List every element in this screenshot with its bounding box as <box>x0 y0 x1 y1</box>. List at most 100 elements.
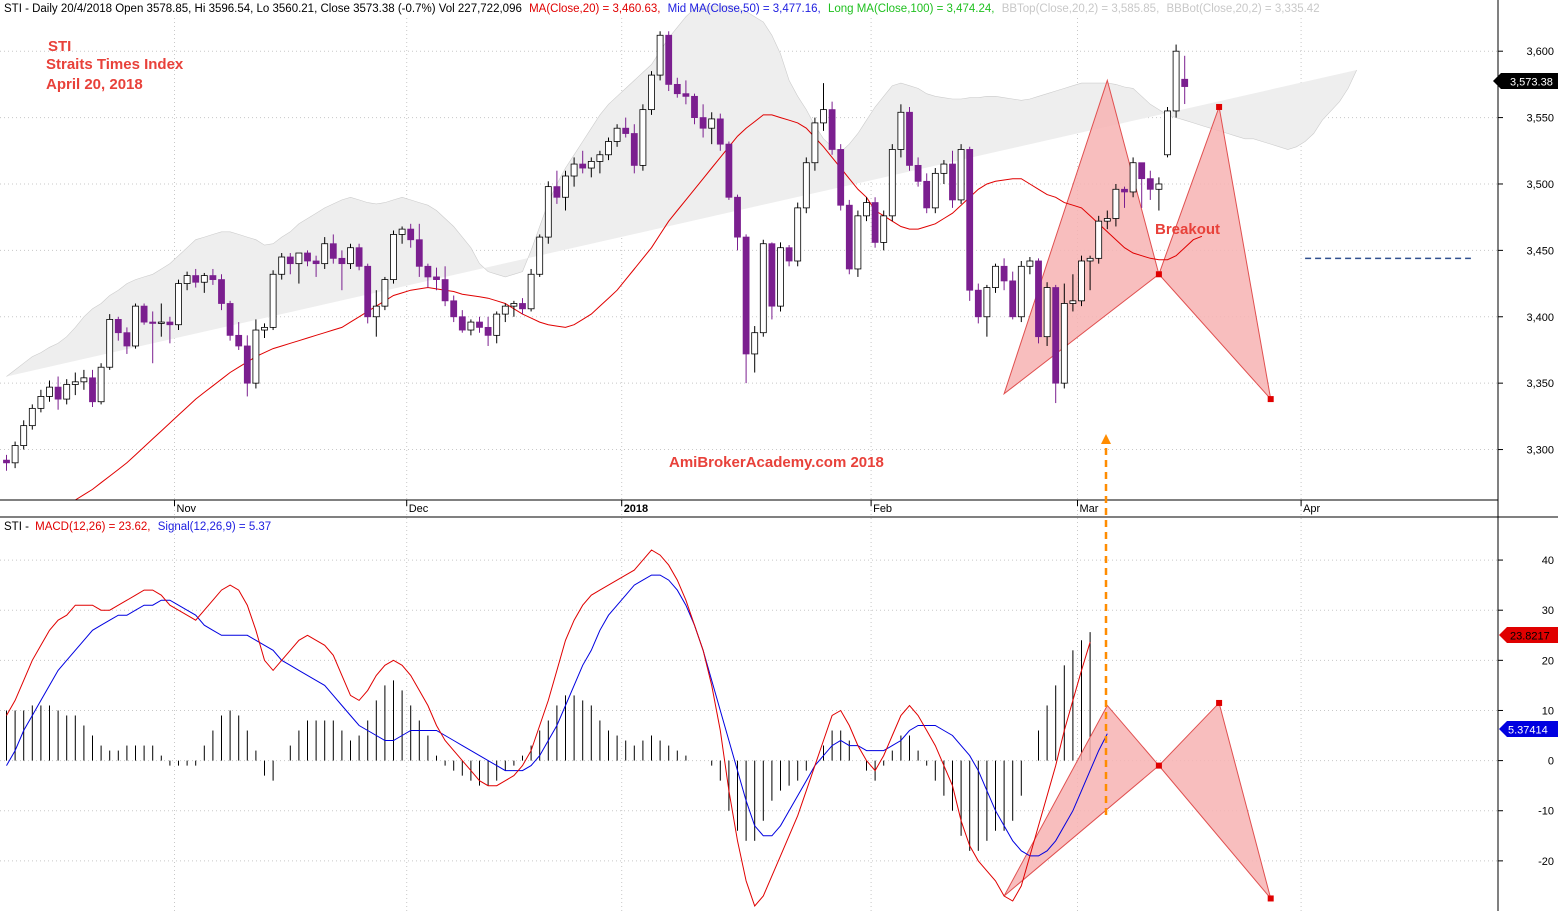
pattern-point <box>1216 103 1223 110</box>
candle-body <box>1095 220 1103 259</box>
candle-body <box>1181 78 1189 87</box>
price-header: STI - Daily 20/4/2018 Open 3578.85, Hi 3… <box>4 3 1320 15</box>
candle-body <box>579 163 587 169</box>
candle-body <box>166 321 174 326</box>
candle-body <box>71 381 79 385</box>
candle-body <box>630 133 638 166</box>
candle-body <box>209 275 217 280</box>
candle-body <box>312 260 320 265</box>
candle-body <box>725 143 733 198</box>
candle-body <box>544 186 552 238</box>
candle-body <box>441 279 449 302</box>
ma20-line <box>75 114 1203 501</box>
candle-body <box>794 207 802 262</box>
candle-body <box>398 228 406 235</box>
candle-body <box>261 326 268 331</box>
macd-value-tag: 23.8217 <box>1499 627 1558 643</box>
pattern-point <box>1267 396 1274 403</box>
candle-body <box>553 186 561 198</box>
candle-body <box>923 180 931 209</box>
candle-body <box>931 172 939 209</box>
candle-body <box>605 141 612 156</box>
x-tick-label: Dec <box>409 503 429 515</box>
title-annotation: STI Straits Times Index April 20, 2018 <box>46 38 184 93</box>
candle-body <box>1172 50 1180 112</box>
candle-body <box>183 275 191 284</box>
candle-body <box>613 127 621 142</box>
candle-body <box>381 279 389 307</box>
pattern-point <box>1155 271 1162 278</box>
candle-body <box>1078 260 1085 302</box>
ma20-label: MA(Close,20) = 3,460.63, <box>529 3 660 15</box>
macd-header-prefix: STI - <box>4 521 29 533</box>
candle-body <box>235 334 243 347</box>
price-tick-label: 3,500 <box>1526 179 1554 191</box>
candle-body <box>20 425 28 446</box>
candle-body <box>243 345 251 384</box>
candle-body <box>622 127 630 134</box>
candle-body <box>682 93 690 97</box>
candle-body <box>1035 260 1042 338</box>
candle-body <box>811 122 819 164</box>
candle-body <box>1026 260 1034 267</box>
macd-pattern-triangle-1 <box>1003 704 1160 897</box>
candle-body <box>132 305 139 347</box>
macd-tick-label: 20 <box>1542 655 1554 667</box>
candle-body <box>501 305 509 315</box>
candle-body <box>1086 257 1094 262</box>
macd-pattern-triangle-2 <box>1158 701 1272 899</box>
candle-body <box>37 396 45 409</box>
candle-body <box>992 265 999 288</box>
candle-body <box>415 239 423 267</box>
up-arrow <box>1101 434 1111 815</box>
macd-tick-label: -20 <box>1538 856 1554 868</box>
watermark: AmiBrokerAcademy.com 2018 <box>669 454 884 471</box>
candle-body <box>338 257 346 265</box>
candle-body <box>527 273 535 310</box>
macd-value: 23.8217 <box>1510 631 1550 643</box>
candle-body <box>957 149 965 201</box>
annotation-line-2: Straits Times Index <box>46 56 184 73</box>
x-tick-label: Apr <box>1303 503 1320 515</box>
candle-body <box>484 326 492 336</box>
price-tick-label: 3,350 <box>1526 378 1554 390</box>
candle-body <box>699 117 707 129</box>
candle-body <box>845 204 853 270</box>
candle-body <box>888 149 896 217</box>
price-header-prefix: STI - Daily 20/4/2018 Open 3578.85, Hi 3… <box>4 3 522 15</box>
candle-body <box>966 149 974 291</box>
candle-body <box>304 252 311 262</box>
price-axis: 3,300 3,350 3,400 3,450 3,500 3,550 3,600 Nov De… <box>174 46 1554 515</box>
signal-label: Signal(12,26,9) = 5.37 <box>158 521 271 533</box>
candle-body <box>476 321 483 328</box>
candle-body <box>983 287 991 318</box>
candle-body <box>1052 287 1060 384</box>
candle-body <box>974 289 982 318</box>
macd-pattern <box>1003 699 1274 902</box>
candle-body <box>940 163 948 174</box>
candle-body <box>820 109 827 124</box>
bollinger-band <box>6 5 1357 377</box>
candle-body <box>828 109 836 150</box>
macd-tick-label: 30 <box>1542 605 1554 617</box>
candle-body <box>252 329 260 384</box>
candle-body <box>226 303 234 336</box>
candle-body <box>3 459 10 464</box>
candle-body <box>536 236 544 275</box>
candle-body <box>407 228 415 241</box>
candle-body <box>570 163 578 177</box>
signal-value: 5.37414 <box>1508 725 1548 737</box>
candle-body <box>200 275 208 283</box>
candle-body <box>785 247 793 262</box>
candle-body <box>802 162 810 209</box>
candle-body <box>433 276 440 280</box>
candle-body <box>140 305 148 323</box>
candle-body <box>777 247 784 307</box>
candle-body <box>1121 188 1128 193</box>
candle-body <box>691 95 698 118</box>
candle-body <box>286 256 294 265</box>
candle-body <box>596 154 604 162</box>
price-tick-label: 3,450 <box>1526 245 1554 257</box>
candle-body <box>639 109 647 166</box>
